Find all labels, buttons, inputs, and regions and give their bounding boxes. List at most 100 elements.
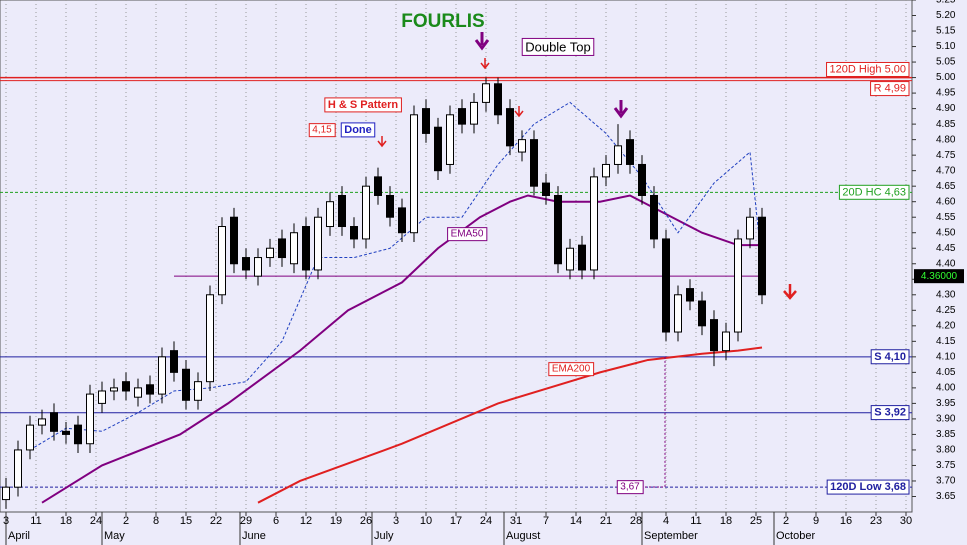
x-tick-label: 15 xyxy=(180,515,192,527)
candle-body xyxy=(362,185,370,240)
y-tick-label: 5.15 xyxy=(936,26,956,37)
candle-body xyxy=(158,356,166,395)
y-tick-label: 4.80 xyxy=(936,134,956,145)
annotation: Done xyxy=(344,124,372,136)
y-tick-label: 4.75 xyxy=(936,150,956,161)
candle-body xyxy=(74,424,82,445)
y-tick-label: 3.70 xyxy=(936,476,956,487)
candle-body xyxy=(698,300,706,327)
x-tick-label: 8 xyxy=(153,515,159,527)
y-tick-label: 4.05 xyxy=(936,367,956,378)
annotation: 3,67 xyxy=(620,482,640,493)
candle-body xyxy=(2,486,10,501)
y-tick-label: 5.05 xyxy=(936,57,956,68)
candle-body xyxy=(554,194,562,265)
y-tick-label: 4.30 xyxy=(936,289,956,300)
candle-body xyxy=(722,331,730,352)
y-tick-label: 5.00 xyxy=(936,72,956,83)
label-box xyxy=(870,405,910,421)
chart-title: FOURLIS xyxy=(401,11,484,32)
candle-body xyxy=(242,257,250,271)
candle-body xyxy=(530,139,538,187)
label-box xyxy=(308,123,336,138)
x-tick-label: 7 xyxy=(543,515,549,527)
x-tick-label: 22 xyxy=(210,515,222,527)
candle-body xyxy=(434,126,442,172)
y-tick-label: 4.90 xyxy=(936,103,956,114)
y-tick-label: 5.10 xyxy=(936,41,956,52)
label-box xyxy=(826,61,910,77)
x-tick-label: 26 xyxy=(360,515,372,527)
candle-body xyxy=(674,294,682,333)
label-box xyxy=(616,480,644,495)
candle-body xyxy=(494,83,502,116)
candle-body xyxy=(194,381,202,401)
label-box xyxy=(870,81,910,97)
x-tick-label: 28 xyxy=(630,515,642,527)
candle-body xyxy=(662,238,670,333)
y-tick-label: 4.55 xyxy=(936,212,956,223)
candle-body xyxy=(122,381,130,392)
candle-body xyxy=(590,176,598,271)
y-tick-label: 4.60 xyxy=(936,196,956,207)
y-tick-label: 3.80 xyxy=(936,445,956,456)
candle-body xyxy=(650,194,658,240)
candle-body xyxy=(566,247,574,271)
x-tick-label: 21 xyxy=(600,515,612,527)
candle-body xyxy=(278,238,286,259)
x-tick-label: 2 xyxy=(123,515,129,527)
x-tick-label: 9 xyxy=(813,515,819,527)
last-price-box xyxy=(914,269,964,284)
level-label: S 4,10 xyxy=(874,351,906,363)
y-tick-label: 4.10 xyxy=(936,351,956,362)
label-box xyxy=(826,479,910,495)
month-label: July xyxy=(374,530,394,542)
candle-body xyxy=(518,139,526,153)
x-tick-label: 12 xyxy=(300,515,312,527)
x-tick-label: 18 xyxy=(720,515,732,527)
x-tick-label: 2 xyxy=(783,515,789,527)
y-tick-label: 3.85 xyxy=(936,429,956,440)
candle-body xyxy=(182,368,190,401)
y-tick-label: 4.85 xyxy=(936,119,956,130)
candle-body xyxy=(170,350,178,373)
y-tick-label: 4.15 xyxy=(936,336,956,347)
y-tick-label: 3.95 xyxy=(936,398,956,409)
candle-body xyxy=(146,384,154,395)
candle-body xyxy=(686,288,694,302)
y-tick-label: 4.50 xyxy=(936,227,956,238)
candle-body xyxy=(290,232,298,265)
level-label: S 3,92 xyxy=(874,407,906,419)
candle-body xyxy=(218,226,226,296)
candle-body xyxy=(734,238,742,333)
x-tick-label: 31 xyxy=(510,515,522,527)
label-box xyxy=(838,184,910,200)
x-tick-label: 18 xyxy=(60,515,72,527)
label-box xyxy=(548,362,595,377)
annotation: EMA200 xyxy=(552,364,591,375)
y-tick-label: 4.65 xyxy=(936,181,956,192)
x-tick-label: 4 xyxy=(663,515,669,527)
y-tick-label: 5.25 xyxy=(936,0,956,6)
candle-body xyxy=(386,194,394,218)
candle-body xyxy=(38,418,46,426)
candle-body xyxy=(134,387,142,398)
y-tick-label: 4.00 xyxy=(936,383,956,394)
annotation: EMA50 xyxy=(451,229,484,240)
indicator-line xyxy=(29,101,763,451)
candle-body xyxy=(230,216,238,265)
candle-body xyxy=(110,387,118,392)
indicator-line xyxy=(41,194,762,504)
y-tick-label: 4.45 xyxy=(936,243,956,254)
month-label: September xyxy=(644,530,698,542)
label-box xyxy=(340,122,376,138)
month-label: April xyxy=(8,530,30,542)
label-box xyxy=(447,227,488,242)
month-label: May xyxy=(104,530,125,542)
candle-body xyxy=(26,424,34,451)
x-tick-label: 30 xyxy=(900,515,912,527)
level-label: 120D High 5,00 xyxy=(830,63,906,75)
x-tick-label: 24 xyxy=(90,515,102,527)
candle-body xyxy=(746,216,754,240)
